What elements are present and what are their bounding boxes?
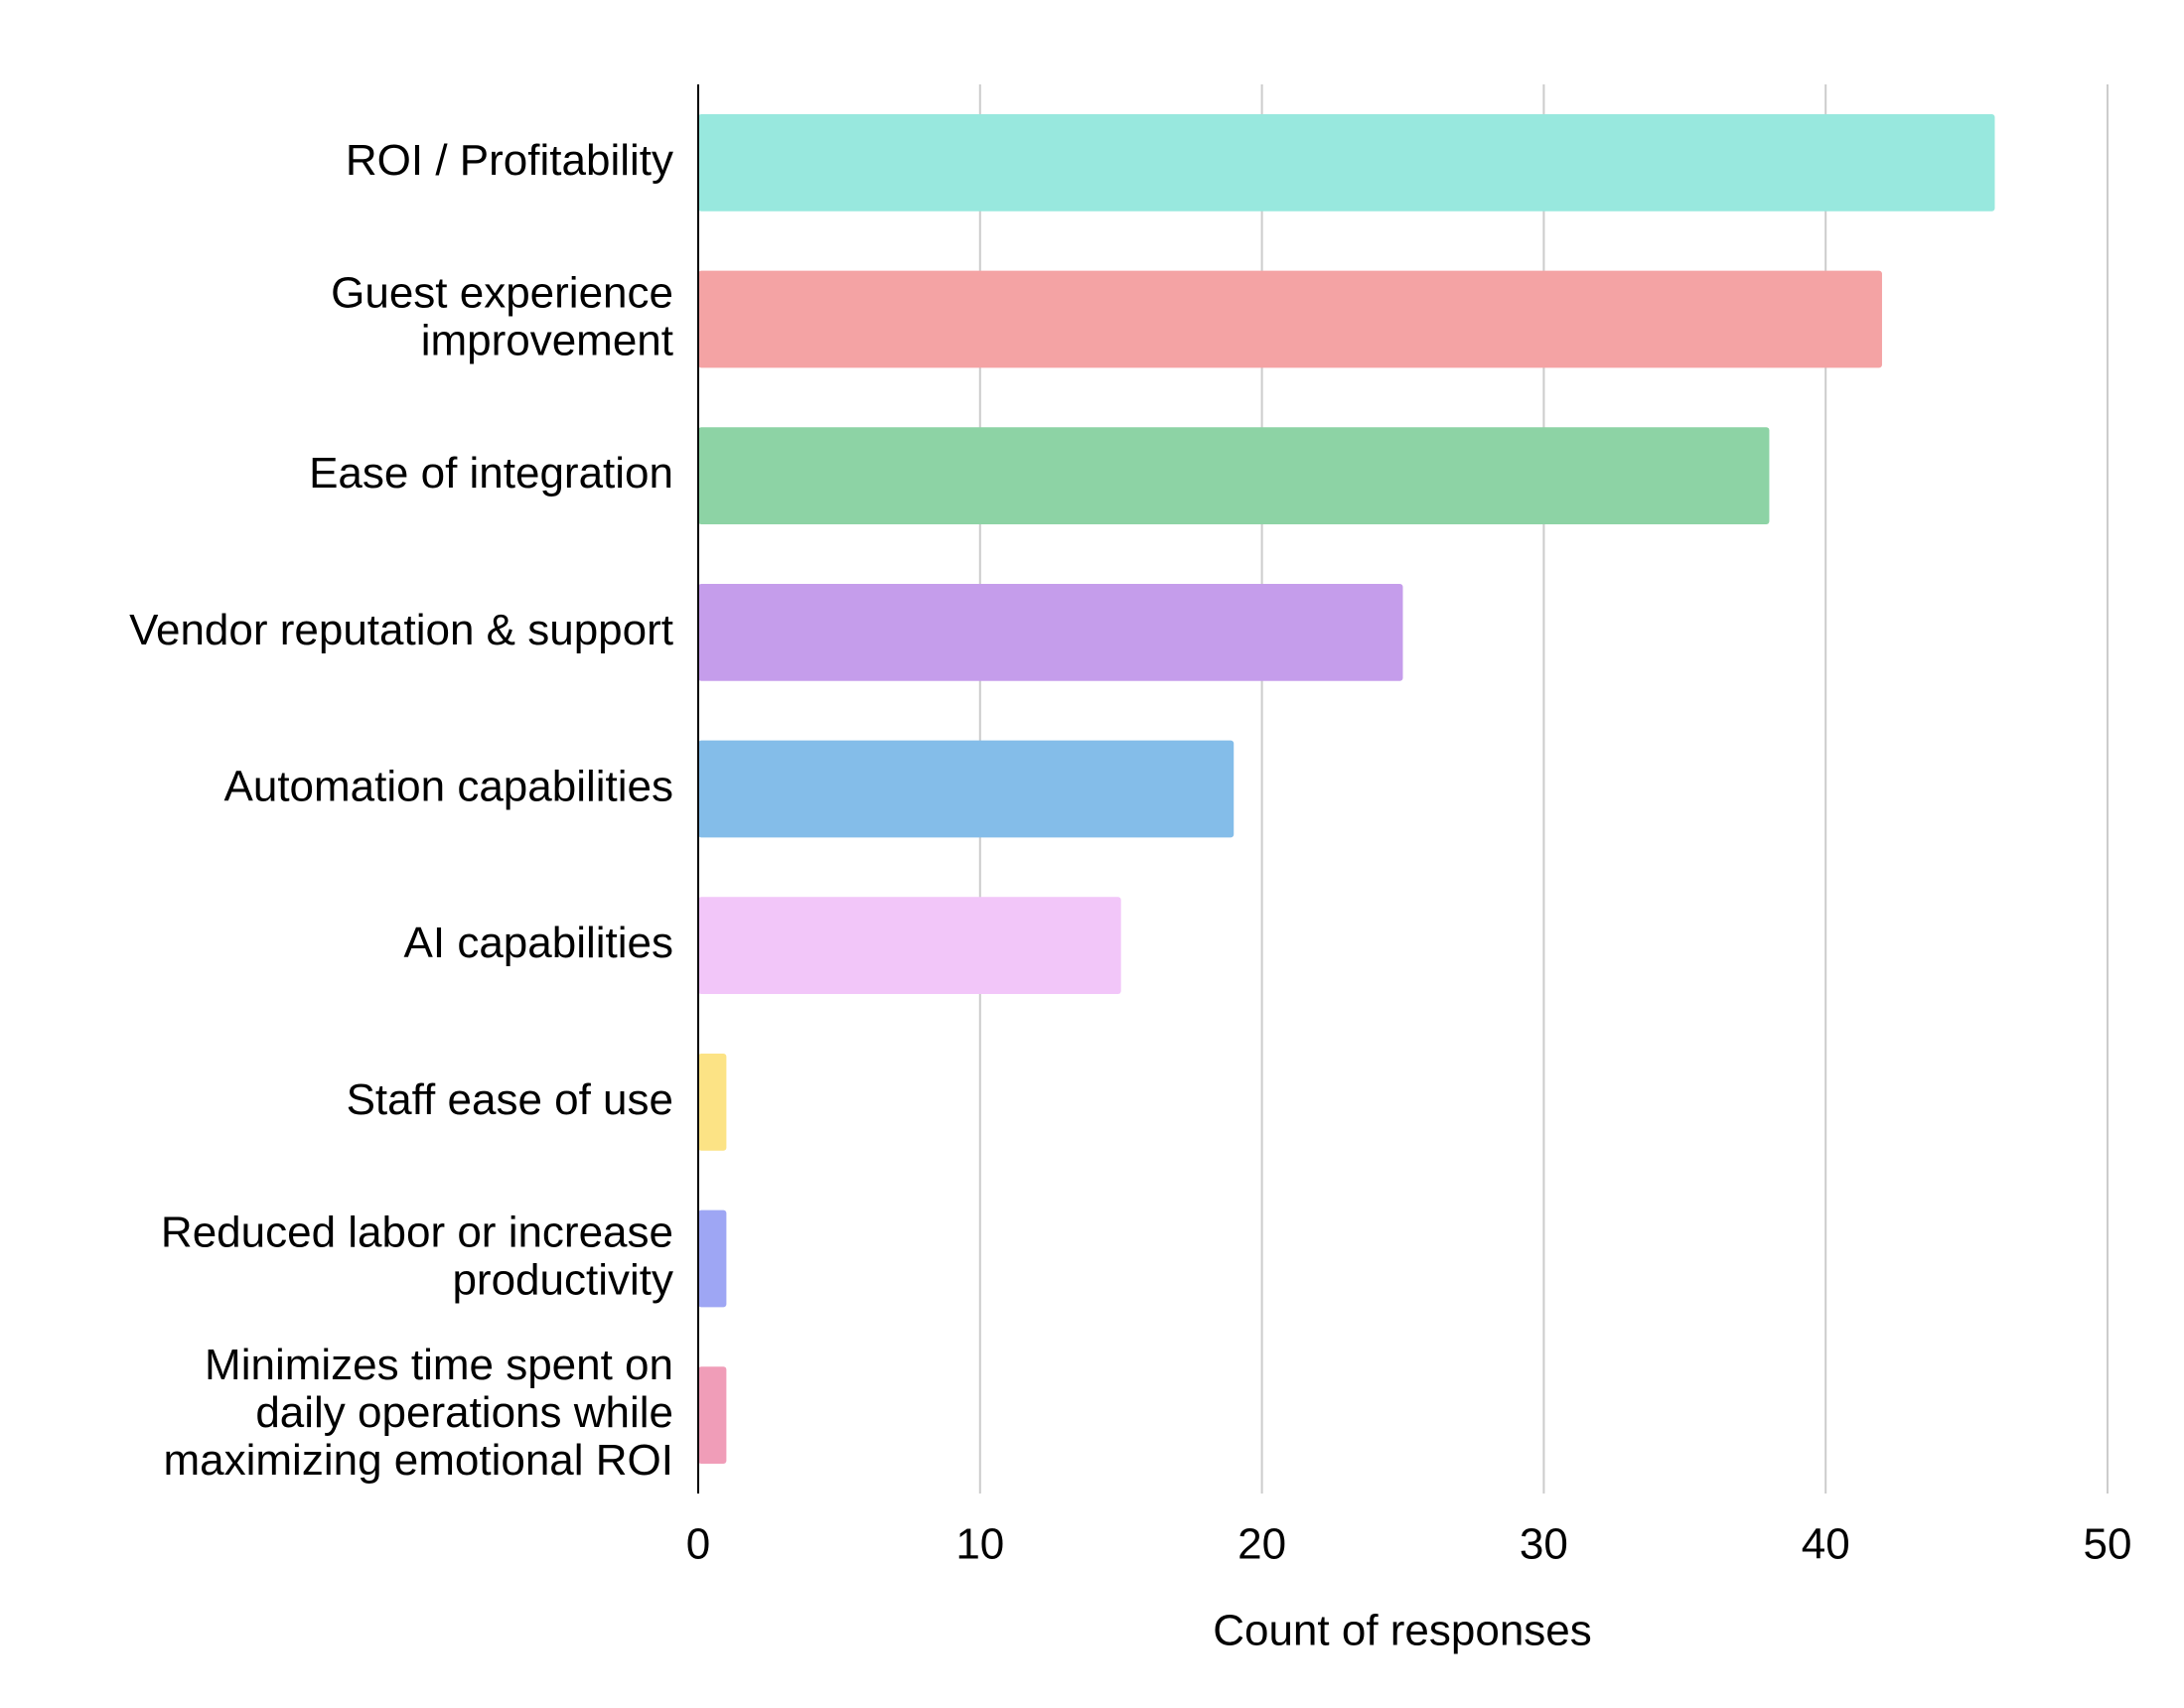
bar: [698, 1366, 727, 1465]
bar: [698, 740, 1235, 838]
bar: [698, 270, 1882, 368]
x-axis-title: Count of responses: [1213, 1607, 1592, 1655]
x-tick-label: 0: [686, 1520, 710, 1569]
bar: [698, 1053, 727, 1151]
y-tick-label: Ease of integration: [309, 449, 673, 498]
y-tick-label: AI capabilities: [404, 919, 673, 967]
bar: [698, 427, 1770, 525]
bar: [698, 113, 1995, 212]
x-tick-label: 30: [1520, 1520, 1568, 1569]
bar: [698, 897, 1121, 995]
x-tick-label: 20: [1238, 1520, 1286, 1569]
x-tick-label: 50: [2084, 1520, 2132, 1569]
y-tick-label: Guest experience improvement: [331, 268, 673, 364]
y-tick-label: Automation capabilities: [224, 762, 673, 810]
y-tick-label: Vendor reputation & support: [129, 605, 673, 653]
bar: [698, 1210, 727, 1308]
y-tick-label: Reduced labor or increase productivity: [161, 1208, 673, 1304]
x-tick-label: 10: [955, 1520, 1004, 1569]
y-tick-label: Minimizes time spent on daily operations …: [164, 1341, 674, 1485]
y-tick-label: Staff ease of use: [347, 1074, 673, 1123]
x-tick-label: 40: [1802, 1520, 1850, 1569]
bar: [698, 583, 1403, 681]
y-tick-label: ROI / Profitability: [346, 135, 673, 184]
